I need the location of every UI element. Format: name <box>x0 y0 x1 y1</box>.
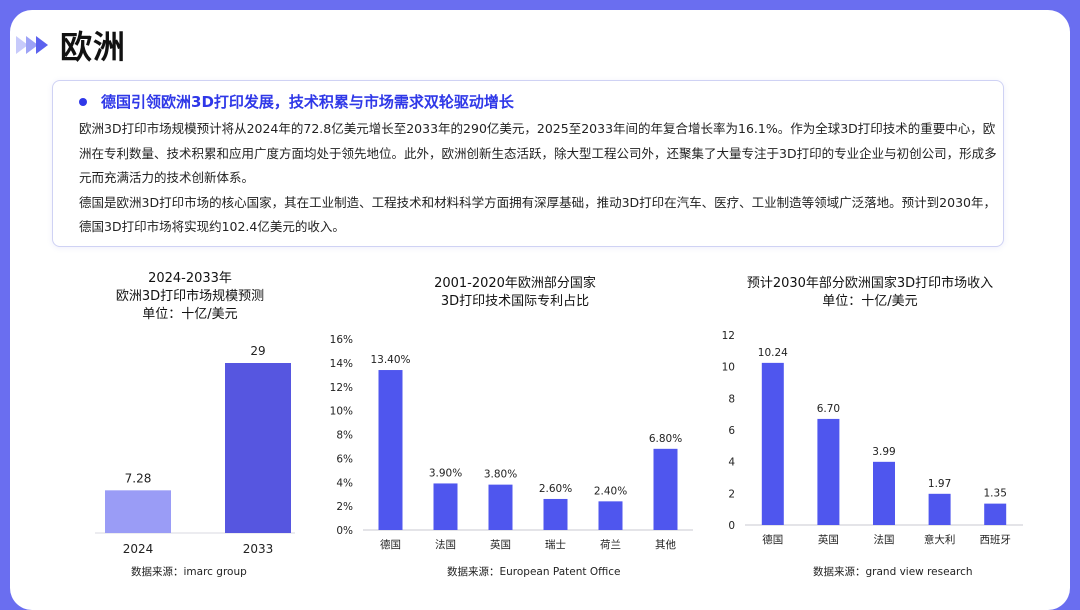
watermark: 大数跨境 <box>10 573 126 600</box>
chart2-tick-label: 4% <box>336 477 353 489</box>
chart2-bar <box>598 501 623 530</box>
chart3-bar <box>817 418 840 525</box>
chart1-source: 数据来源：imarc group <box>131 566 247 578</box>
chart1-plot: 7.28 2024 29 2033 <box>95 344 295 556</box>
chart1-title-line: 2024-2033年 <box>148 271 232 286</box>
chart2-bar <box>653 448 678 530</box>
chart2-value-label: 6.80% <box>649 433 682 445</box>
chart2-tick-label: 2% <box>336 501 353 513</box>
chart3-category-label: 意大利 <box>924 533 956 546</box>
chart3-tick-label: 10 <box>722 362 735 374</box>
chart2-category-label: 法国 <box>435 538 456 551</box>
summary-heading: 德国引领欧洲3D打印发展，技术积累与市场需求双轮驱动增长 <box>101 93 514 111</box>
chart3-value-label: 3.99 <box>872 446 895 458</box>
chart1-title: 2024-2033年 欧洲3D打印市场规模预测 单位：十亿/美元 <box>95 270 285 324</box>
chart3-bar <box>873 461 895 525</box>
chart1-bar <box>225 363 291 533</box>
chart2-value-label: 3.90% <box>429 467 462 479</box>
chart2-value-label: 3.80% <box>484 469 517 481</box>
chart2-tick-label: 12% <box>330 382 353 394</box>
chart3-plot: 0 2 4 6 8 10 12 10.24 德国 6.70 英国 3.99 法国 1.97 意大利 1.35 西… <box>722 330 1023 546</box>
chart2-tick-label: 16% <box>330 334 353 346</box>
chart1-title-line: 单位：十亿/美元 <box>142 307 238 322</box>
chart3-bar <box>928 493 951 525</box>
chart1-value-label: 7.28 <box>125 471 152 485</box>
chart2-tick-label: 10% <box>330 406 353 418</box>
chart1-title-line: 欧洲3D打印市场规模预测 <box>115 289 265 304</box>
chart2-category-label: 德国 <box>380 538 401 551</box>
bullet-icon <box>79 97 87 106</box>
chart3-value-label: 1.35 <box>984 488 1007 500</box>
chart2-category-label: 荷兰 <box>600 538 621 551</box>
chart1-category-label: 2024 <box>123 542 154 556</box>
chart2-value-label: 2.40% <box>594 485 627 497</box>
chart2-tick-label: 14% <box>330 358 353 370</box>
watermark-logo-icon <box>10 578 42 595</box>
chart2-category-label: 瑞士 <box>545 538 566 551</box>
chart3-bar <box>984 503 1007 525</box>
chart2-tick-label: 8% <box>336 430 353 442</box>
page-header: 欧洲 <box>16 22 126 68</box>
chart2-title: 2001-2020年欧洲部分国家 3D打印技术国际专利占比 <box>400 275 630 311</box>
chart3-title-line: 单位：十亿/美元 <box>822 294 918 309</box>
chart1-bar <box>105 490 171 533</box>
chart3-value-label: 6.70 <box>817 403 840 415</box>
chart3-title-line: 预计2030年部分欧洲国家3D打印市场收入 <box>746 276 994 291</box>
chart3-category-label: 英国 <box>818 533 839 546</box>
chart2-category-label: 其他 <box>655 538 676 551</box>
watermark-text: 大数跨境 <box>50 577 127 599</box>
chart2-bar <box>488 484 513 530</box>
chart3-category-label: 法国 <box>874 533 895 546</box>
chart3-tick-label: 2 <box>728 488 735 500</box>
chart3-tick-label: 8 <box>728 393 735 405</box>
chart2-bar <box>543 498 568 530</box>
chart3-value-label: 1.97 <box>928 478 951 490</box>
chart2-plot: 0% 2% 4% 6% 8% 10% 12% 14% 16% 13.40% 德国 3.90% 法国 3.8… <box>330 334 693 551</box>
chart2-title-line: 3D打印技术国际专利占比 <box>440 294 590 309</box>
chart1-category-label: 2033 <box>243 542 274 556</box>
chart2-tick-label: 6% <box>336 453 353 465</box>
chart3-title: 预计2030年部分欧洲国家3D打印市场收入 单位：十亿/美元 <box>730 275 1010 311</box>
chart2-value-label: 13.40% <box>370 354 410 366</box>
chart3-category-label: 德国 <box>762 533 783 546</box>
chart2-value-label: 2.60% <box>539 483 572 495</box>
chart3-value-label: 10.24 <box>758 347 788 359</box>
chart3-tick-label: 4 <box>728 457 735 469</box>
chart2-source: 数据来源：European Patent Office <box>447 566 621 578</box>
chart2-bar <box>433 483 458 530</box>
chart3-category-label: 西班牙 <box>979 534 1011 546</box>
chart3-source: 数据来源：grand view research <box>813 566 973 578</box>
chart3-tick-label: 12 <box>722 330 735 342</box>
chart3-tick-label: 0 <box>728 520 735 532</box>
chart3-bar <box>761 362 784 525</box>
chart2-title-line: 2001-2020年欧洲部分国家 <box>434 276 596 291</box>
summary-paragraph: 欧洲3D打印市场规模预计将从2024年的72.8亿美元增长至2033年的290亿… <box>79 121 997 185</box>
chart2-bar <box>378 370 403 530</box>
summary-paragraph: 德国是欧洲3D打印市场的核心国家，其在工业制造、工程技术和材料科学方面拥有深厚基… <box>79 194 996 235</box>
page-title: 欧洲 <box>60 28 127 66</box>
summary-card: 德国引领欧洲3D打印发展，技术积累与市场需求双轮驱动增长 欧洲3D打印市场规模预… <box>52 80 1004 247</box>
summary-heading-row: 德国引领欧洲3D打印发展，技术积累与市场需求双轮驱动增长 <box>79 91 514 112</box>
summary-body: 欧洲3D打印市场规模预计将从2024年的72.8亿美元增长至2033年的290亿… <box>79 117 997 240</box>
chart1-value-label: 29 <box>250 344 265 358</box>
chevron-right-icon <box>16 36 48 54</box>
chart3-tick-label: 6 <box>728 425 735 437</box>
chart2-tick-label: 0% <box>336 525 353 537</box>
chart2-category-label: 英国 <box>490 538 511 551</box>
